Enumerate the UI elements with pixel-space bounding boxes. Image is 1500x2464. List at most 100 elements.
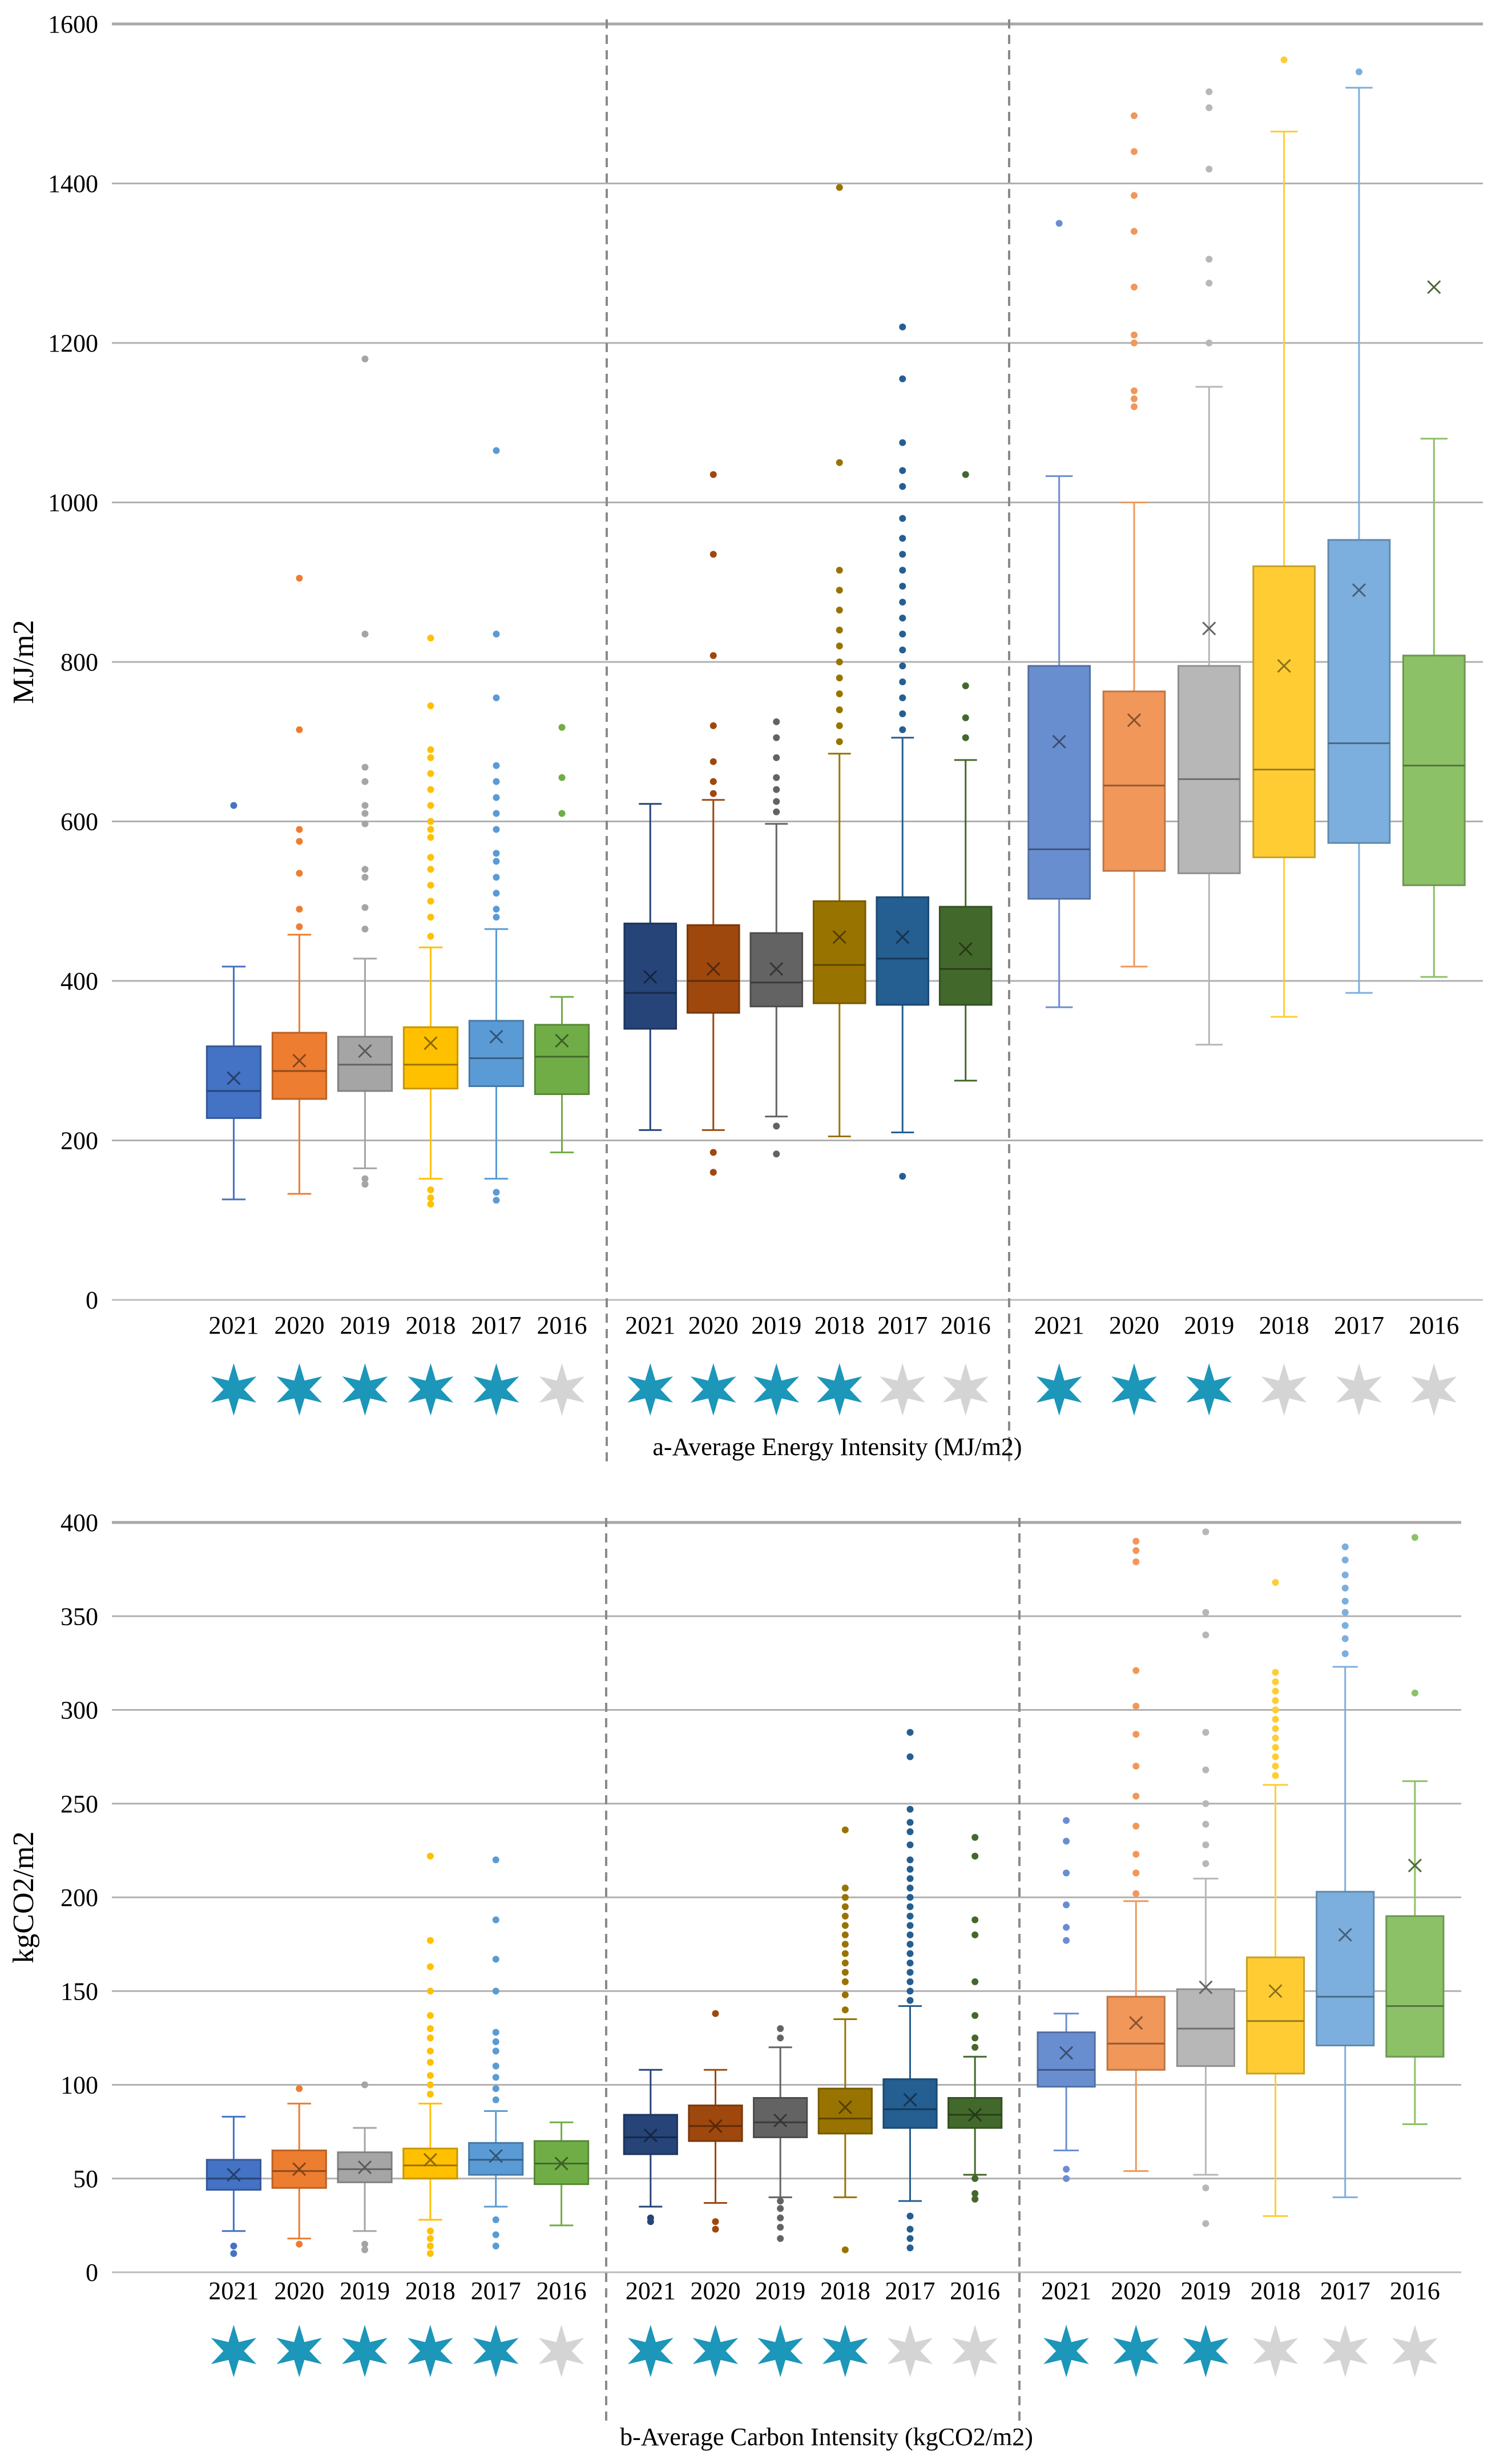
mean-marker (1202, 621, 1216, 636)
y-tick-label: 300 (61, 1696, 98, 1724)
outlier-point (906, 1819, 914, 1826)
box-iqr (812, 900, 866, 1004)
box-2021 (623, 2069, 678, 2225)
outlier-point (426, 2081, 434, 2089)
outlier-point (971, 1852, 979, 1860)
outlier-point (906, 1941, 914, 1948)
x-tick-label: 2020 (688, 1311, 739, 1339)
outlier-point (1202, 1528, 1209, 1536)
outlier-point (427, 746, 434, 753)
box-2020 (686, 471, 740, 1176)
box-iqr (938, 906, 993, 1006)
outlier-point (558, 724, 566, 731)
box-iqr (1316, 1891, 1375, 2047)
outlier-point (492, 2074, 499, 2081)
outlier-point (492, 1856, 499, 1864)
outlier-point (1205, 88, 1213, 95)
outlier-point (841, 2006, 849, 2014)
outlier-point (1356, 68, 1362, 75)
x-tick-label: 2018 (814, 1311, 865, 1339)
y-tick-label: 800 (61, 648, 98, 676)
x-tick-label: 2020 (275, 1311, 325, 1339)
outlier-point (906, 1856, 914, 1864)
outlier-point (1202, 1728, 1209, 1736)
star-filled-icon (473, 1363, 519, 1416)
mean-marker (292, 1053, 307, 1068)
y-tick-label: 200 (61, 1884, 98, 1912)
star-filled-icon (692, 2325, 739, 2377)
outlier-point (777, 2034, 784, 2042)
outlier-point (906, 1875, 914, 1883)
outlier-point (1341, 1650, 1349, 1657)
mean-marker (773, 2113, 788, 2127)
mean-marker (555, 1033, 569, 1048)
outlier-point (426, 1988, 434, 1995)
outlier-point (841, 1912, 849, 1920)
outlier-point (1131, 332, 1138, 339)
outlier-point (899, 535, 906, 542)
outlier-point (493, 1197, 500, 1204)
outlier-point (906, 1950, 914, 1957)
outlier-point (836, 722, 843, 729)
outlier-point (1272, 1697, 1279, 1704)
mean-marker (358, 1044, 372, 1059)
x-tick-label: 2016 (941, 1311, 991, 1339)
x-tick-label: 2019 (340, 2277, 390, 2305)
outlier-point (1131, 403, 1138, 410)
box-2020 (688, 2010, 743, 2233)
outlier-point (777, 2214, 784, 2221)
x-tick-label: 2021 (1034, 1311, 1084, 1339)
box-iqr (1177, 665, 1241, 874)
outlier-point (492, 2096, 499, 2103)
outlier-point (493, 906, 500, 913)
mean-marker (643, 2128, 658, 2143)
outlier-point (1063, 1924, 1070, 1931)
outlier-point (493, 890, 500, 897)
box-2019 (1176, 1528, 1236, 2227)
outlier-point (1202, 1609, 1209, 1616)
outlier-point (1272, 1579, 1279, 1586)
box-2017 (876, 324, 930, 1180)
x-tick-label: 2016 (537, 2277, 587, 2305)
outlier-point (1063, 1817, 1070, 1824)
outlier-point (230, 802, 237, 809)
outlier-point (492, 2038, 499, 2045)
outlier-point (773, 808, 780, 815)
outlier-point (361, 810, 369, 817)
mean-marker (769, 962, 784, 976)
box-2020 (271, 2085, 327, 2248)
outlier-point (906, 1805, 914, 1813)
outlier-point (1131, 387, 1138, 394)
outlier-point (906, 1959, 914, 1966)
outlier-point (899, 694, 906, 701)
outlier-point (492, 2216, 499, 2224)
mean-marker (708, 2119, 723, 2133)
box-iqr (1176, 1988, 1236, 2067)
mean-marker (838, 2100, 852, 2114)
outlier-point (427, 802, 434, 809)
outlier-point (841, 1922, 849, 1929)
outlier-point (899, 567, 906, 574)
outlier-point (906, 1922, 914, 1929)
outlier-point (971, 2043, 979, 2051)
star-filled-icon (690, 1363, 736, 1416)
outlier-point (1205, 280, 1213, 287)
mean-marker (1352, 583, 1366, 597)
outlier-point (971, 1978, 979, 1985)
box-iqr (1102, 690, 1166, 872)
outlier-point (1202, 1631, 1209, 1639)
outlier-point (899, 615, 906, 622)
x-tick-label: 2018 (820, 2277, 870, 2305)
outlier-point (492, 1956, 499, 1963)
outlier-point (1272, 1744, 1279, 1751)
outlier-point (773, 734, 780, 741)
chart-caption: b-Average Carbon Intensity (kgCO2/m2) (620, 2423, 1033, 2451)
box-iqr (1106, 1996, 1166, 2071)
outlier-point (493, 874, 500, 881)
x-tick-label: 2020 (691, 2277, 741, 2305)
outlier-point (296, 575, 303, 582)
outlier-point (1202, 1841, 1209, 1849)
outlier-point (1202, 2184, 1209, 2192)
outlier-point (1131, 284, 1138, 291)
outlier-point (1272, 1715, 1279, 1723)
